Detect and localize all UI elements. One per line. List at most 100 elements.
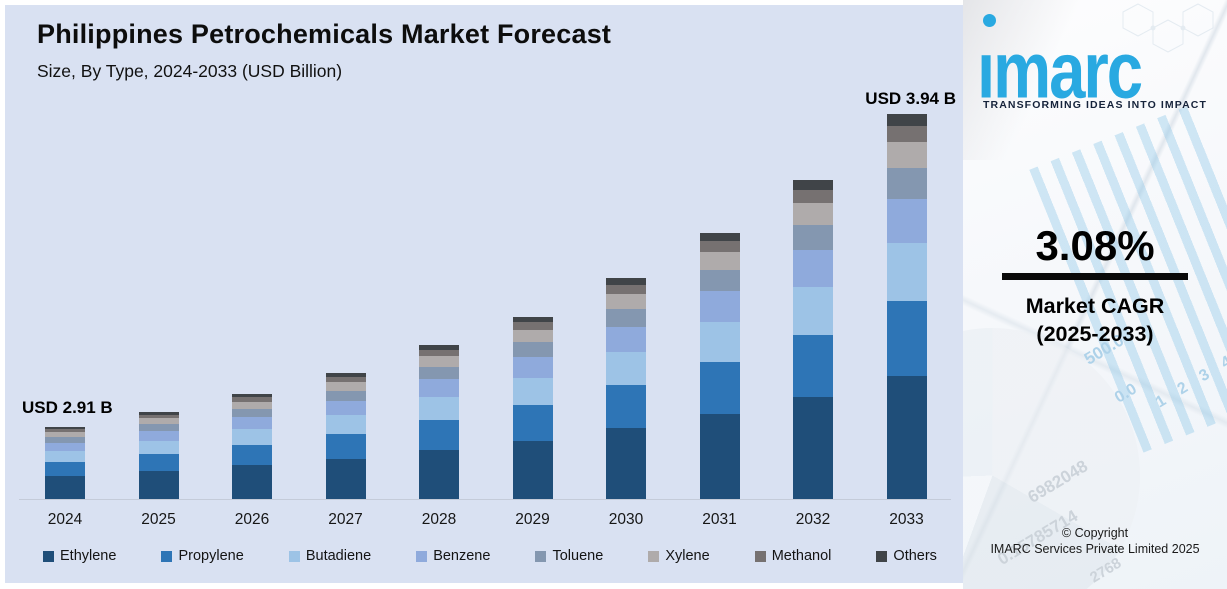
bar-segment-2025-toluene — [138, 424, 179, 432]
bar-segment-2032-ethylene — [793, 396, 833, 499]
bar-segment-2028-others — [419, 345, 459, 350]
bar-segment-2025-xylene — [138, 418, 179, 425]
bar-segment-2032-toluene — [793, 224, 833, 251]
copyright-line2: IMARC Services Private Limited 2025 — [990, 542, 1200, 556]
bar-segment-2030-benzene — [606, 326, 646, 352]
x-axis-label-2028: 2028 — [421, 511, 457, 528]
bar-segment-2028-ethylene — [419, 449, 459, 499]
bar-segment-2031-butadiene — [699, 322, 740, 362]
bar-segment-2030-butadiene — [606, 352, 646, 386]
bar-segment-2026-butadiene — [232, 429, 272, 445]
stacked-bar-2028 — [419, 345, 459, 499]
imarc-logo-text: ımarc — [977, 25, 1143, 115]
brand-panel: 500.0 0.0 1 2 3 4 6982048 0.15785714 276… — [963, 0, 1227, 589]
bar-segment-2025-benzene — [138, 431, 179, 442]
legend-item-butadiene: Butadiene — [288, 548, 372, 564]
bar-segment-2030-xylene — [606, 293, 646, 309]
stacked-bar-2032 — [793, 180, 833, 499]
x-axis-label-2024: 2024 — [47, 511, 83, 528]
stacked-bar-2024 — [45, 427, 85, 499]
bar-segment-2029-toluene — [512, 342, 553, 358]
bar-segment-2033-propylene — [886, 300, 927, 376]
x-axis-label-2032: 2032 — [795, 511, 831, 528]
bar-segment-2027-others — [325, 373, 366, 377]
copyright-line1: © Copyright — [1061, 526, 1129, 540]
legend-item-toluene: Toluene — [535, 548, 603, 564]
bar-segment-2026-methanol — [232, 397, 272, 402]
bar-segment-2032-methanol — [793, 189, 833, 203]
bar-segment-2026-xylene — [232, 401, 272, 409]
x-axis-label-2025: 2025 — [141, 511, 176, 528]
bar-segment-2026-propylene — [232, 444, 272, 466]
bar-segment-2028-xylene — [419, 356, 459, 367]
bar-segment-2032-benzene — [793, 250, 833, 287]
bar-segment-2031-benzene — [699, 291, 740, 323]
bar-segment-2033-toluene — [886, 167, 927, 199]
stacked-bar-2031 — [699, 233, 740, 499]
bar-segment-2033-methanol — [886, 125, 927, 142]
legend-item-methanol: Methanol — [754, 548, 831, 564]
bar-segment-2029-propylene — [512, 405, 553, 441]
bar-segment-2030-others — [606, 278, 646, 285]
imarc-logo-dot-icon — [983, 14, 996, 27]
bar-segment-2033-others — [886, 114, 927, 126]
legend-label-others: Others — [893, 548, 937, 564]
bar-segment-2027-toluene — [325, 390, 366, 401]
hexagon-network-decoration — [1122, 3, 1214, 53]
legend-label-butadiene: Butadiene — [305, 548, 372, 564]
bar-segment-2032-butadiene — [793, 286, 833, 335]
cagr-label-line1: Market CAGR — [1025, 294, 1165, 318]
x-axis-label-2027: 2027 — [328, 511, 363, 528]
bar-segment-2025-methanol — [138, 414, 179, 419]
bar-segment-2031-xylene — [699, 252, 740, 271]
bar-segment-2024-benzene — [45, 442, 85, 452]
bar-segment-2024-methanol — [45, 429, 85, 433]
legend-label-ethylene: Ethylene — [60, 548, 117, 564]
bar-segment-2025-propylene — [138, 454, 179, 472]
legend-item-others: Others — [876, 548, 937, 564]
bar-segment-2033-benzene — [886, 198, 927, 243]
bar-segment-2033-butadiene — [886, 242, 927, 301]
bar-segment-2024-xylene — [45, 432, 85, 438]
bar-segment-2025-butadiene — [138, 441, 179, 455]
bar-segment-2029-ethylene — [512, 440, 553, 499]
bar-segment-2031-others — [699, 233, 740, 241]
stacked-bar-2030 — [606, 278, 646, 499]
legend-swatch-butadiene — [288, 550, 300, 562]
legend-label-xylene: Xylene — [665, 548, 710, 564]
x-axis-line — [19, 499, 951, 500]
x-axis-label-2030: 2030 — [608, 511, 644, 528]
legend-label-toluene: Toluene — [552, 548, 604, 564]
bar-segment-2032-xylene — [793, 202, 833, 225]
bar-segment-2028-butadiene — [419, 396, 459, 420]
x-axis-label-2033: 2033 — [889, 511, 924, 528]
brand-tagline: TRANSFORMING IDEAS INTO IMPACT — [983, 99, 1207, 111]
chart-title: Philippines Petrochemicals Market Foreca… — [37, 19, 612, 49]
bar-segment-2028-benzene — [419, 378, 459, 397]
bar-segment-2030-ethylene — [606, 428, 646, 499]
bar-segment-2025-ethylene — [138, 471, 179, 499]
legend-item-ethylene: Ethylene — [43, 548, 116, 564]
x-axis-label-2031: 2031 — [702, 511, 737, 528]
x-axis-label-2029: 2029 — [515, 511, 550, 528]
bar-segment-2027-butadiene — [325, 415, 366, 435]
bar-segment-2027-xylene — [325, 382, 366, 391]
bar-segment-2024-butadiene — [45, 451, 85, 462]
legend-item-benzene: Benzene — [416, 548, 490, 564]
bar-segment-2029-butadiene — [512, 377, 553, 406]
bar-segment-2033-xylene — [886, 141, 927, 168]
chart-plot-area: USD 2.91 B USD 3.94 B 2024 2025 2026 2027 20… — [5, 5, 963, 583]
legend-label-propylene: Propylene — [178, 548, 244, 564]
legend-swatch-ethylene — [43, 550, 54, 562]
bar-segment-2027-propylene — [325, 434, 366, 459]
cagr-label-line2: (2025-2033) — [1036, 322, 1154, 346]
bar-segment-2026-ethylene — [232, 465, 272, 499]
bar-segment-2028-toluene — [419, 366, 459, 379]
data-label-2033: USD 3.94 B — [865, 89, 956, 108]
data-label-2024: USD 2.91 B — [22, 398, 113, 417]
bar-segment-2030-propylene — [606, 385, 646, 429]
bar-segment-2024-toluene — [45, 437, 85, 443]
stacked-bar-2033 — [886, 114, 927, 499]
bar-segment-2027-ethylene — [325, 458, 366, 499]
